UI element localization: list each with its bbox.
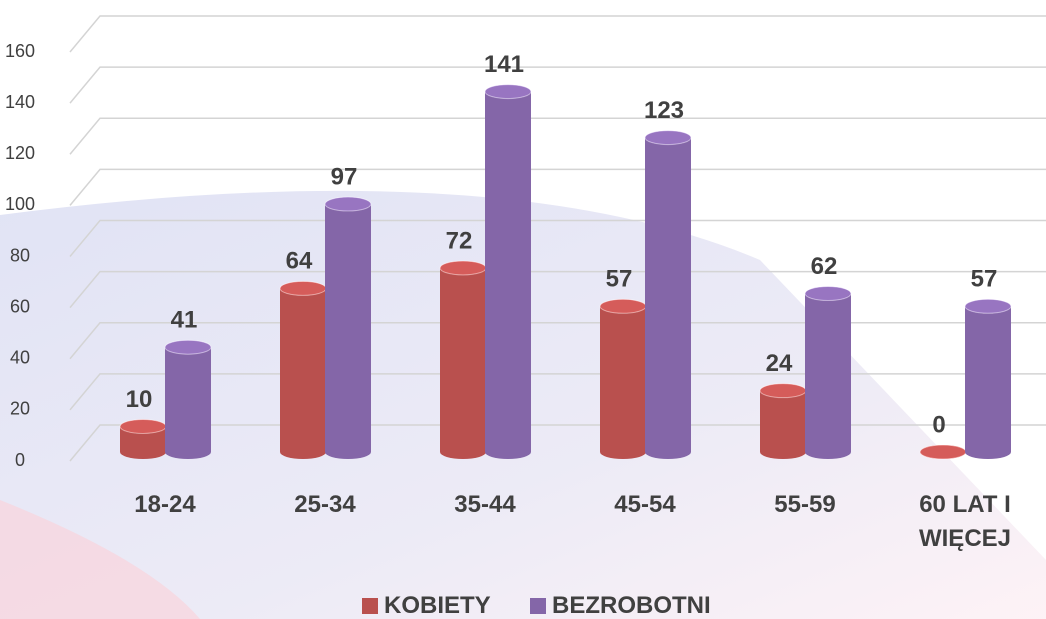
bar <box>760 384 806 459</box>
x-tick-label: 60 LAT I WIĘCEJ <box>905 488 1025 556</box>
grid-line <box>70 67 1046 103</box>
bar-body <box>325 204 371 452</box>
bar-body <box>645 138 691 452</box>
y-tick-label: 120 <box>5 143 35 163</box>
bar <box>805 287 851 459</box>
bar-top <box>760 384 806 398</box>
y-tick-label: 0 <box>15 450 25 470</box>
data-label: 97 <box>331 163 358 190</box>
bar-body <box>485 92 531 452</box>
grid-line <box>70 118 1046 154</box>
bar <box>600 299 646 459</box>
bar <box>920 445 966 459</box>
x-tick-label: 25-34 <box>265 488 385 522</box>
bar-body <box>440 268 486 452</box>
y-tick-label: 140 <box>5 92 35 112</box>
data-label: 24 <box>766 350 793 377</box>
bar-top <box>805 287 851 301</box>
bar-body <box>965 306 1011 452</box>
data-label: 10 <box>126 386 153 413</box>
data-label: 72 <box>446 227 473 254</box>
y-tick-label: 60 <box>10 296 30 316</box>
bar-top <box>325 197 371 211</box>
bar-top <box>920 445 966 459</box>
bar <box>325 197 371 459</box>
x-tick-label: 45-54 <box>585 488 705 522</box>
legend-label: BEZROBOTNI <box>552 592 711 619</box>
bar <box>165 340 211 459</box>
y-tick-label: 20 <box>10 399 30 419</box>
x-tick-label: 55-59 <box>745 488 865 522</box>
plot: 0 20 40 60 80 100 120 140 160 10 41 64 97 72 141 57 123 2… <box>0 0 1046 619</box>
legend-swatch <box>530 598 546 614</box>
data-label: 123 <box>644 97 684 124</box>
y-tick-label: 80 <box>10 245 30 265</box>
legend-swatch <box>362 598 378 614</box>
bar <box>440 261 486 459</box>
bar-top <box>165 340 211 354</box>
x-tick-label: 35-44 <box>425 488 545 522</box>
bar <box>485 85 531 459</box>
data-label: 41 <box>171 307 198 334</box>
y-tick-label: 100 <box>5 194 35 214</box>
bar-top <box>280 281 326 295</box>
bar-body <box>760 391 806 452</box>
bar <box>280 281 326 459</box>
y-tick-label: 40 <box>10 348 30 368</box>
bar-body <box>805 294 851 452</box>
bar-top <box>965 299 1011 313</box>
data-label: 0 <box>932 411 945 438</box>
data-label: 62 <box>811 253 838 280</box>
bar-body <box>165 347 211 452</box>
legend-item: BEZROBOTNI <box>530 592 711 619</box>
y-tick-label: 160 <box>5 41 35 61</box>
legend-item: KOBIETY <box>362 592 491 619</box>
data-label: 57 <box>606 266 633 293</box>
bar-top <box>600 299 646 313</box>
bar <box>645 131 691 459</box>
data-label: 57 <box>971 266 998 293</box>
data-label: 64 <box>286 248 313 275</box>
bar-top <box>645 131 691 145</box>
chart: 0 20 40 60 80 100 120 140 160 10 41 64 97 72 141 57 123 2… <box>0 0 1046 619</box>
bar-top <box>485 85 531 99</box>
bar-body <box>280 288 326 452</box>
bar <box>965 299 1011 459</box>
bar-top <box>440 261 486 275</box>
data-label: 141 <box>484 51 524 78</box>
grid-line <box>70 16 1046 52</box>
bar-body <box>600 306 646 452</box>
bar-top <box>120 419 166 433</box>
bar <box>120 419 166 459</box>
legend-label: KOBIETY <box>384 592 491 619</box>
x-tick-label: 18-24 <box>105 488 225 522</box>
